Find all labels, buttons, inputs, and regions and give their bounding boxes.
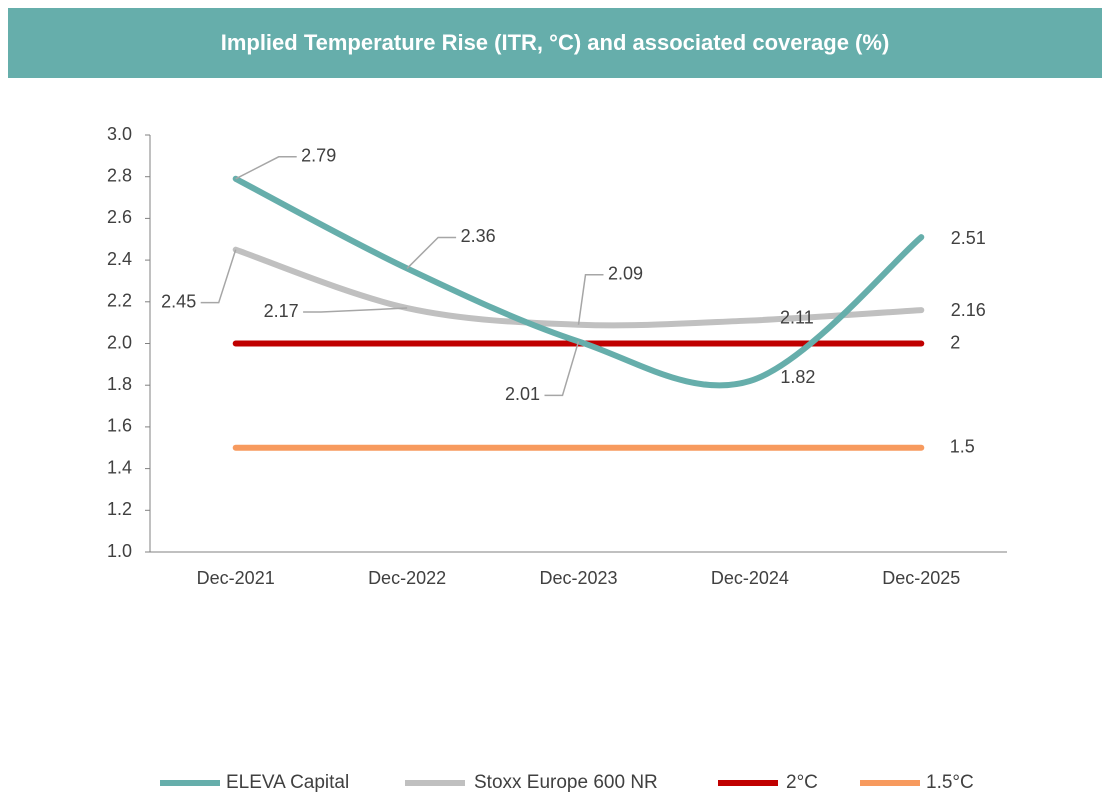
data-label: 2.79: [301, 146, 336, 166]
x-tick-label: Dec-2025: [882, 568, 960, 588]
leader-line: [303, 307, 408, 313]
title-band: [8, 8, 1102, 78]
y-tick-label: 1.2: [107, 499, 132, 519]
x-tick-label: Dec-2024: [711, 568, 789, 588]
leader-line: [235, 156, 297, 180]
y-tick-label: 2.8: [107, 165, 132, 185]
y-tick-label: 2.2: [107, 291, 132, 311]
data-label: 2.16: [951, 300, 986, 320]
leader-line: [200, 249, 237, 304]
leader-line: [577, 273, 604, 325]
leader-line: [406, 236, 457, 269]
x-tick-label: Dec-2021: [197, 568, 275, 588]
data-label: 1.82: [780, 367, 815, 387]
data-label: 2.17: [264, 301, 299, 321]
legend-label: Stoxx Europe 600 NR: [474, 772, 658, 793]
data-label: 1.5: [950, 437, 975, 457]
legend-label: ELEVA Capital: [226, 772, 349, 793]
y-tick-label: 2.4: [107, 249, 132, 269]
leader-line: [544, 341, 580, 397]
data-label: 2.51: [951, 228, 986, 248]
y-tick-label: 1.0: [107, 541, 132, 561]
series-line: [232, 246, 925, 329]
legend-label: 1.5°C: [926, 772, 974, 793]
series-line: [232, 175, 925, 389]
y-tick-label: 2.0: [107, 332, 132, 352]
legend-label: 2°C: [786, 772, 818, 793]
data-label: 2.36: [461, 226, 496, 246]
data-label: 2.09: [608, 263, 643, 283]
y-tick-label: 1.6: [107, 416, 132, 436]
x-tick-label: Dec-2022: [368, 568, 446, 588]
y-tick-label: 1.8: [107, 374, 132, 394]
data-label: 2.45: [161, 291, 196, 311]
data-label: 2.01: [505, 384, 540, 404]
y-tick-label: 3.0: [107, 124, 132, 144]
data-label: 2.11: [780, 307, 814, 327]
data-label: 2: [950, 332, 960, 352]
y-tick-label: 2.6: [107, 207, 132, 227]
chart-title: Implied Temperature Rise (ITR, °C) and a…: [221, 30, 890, 55]
x-tick-label: Dec-2023: [539, 568, 617, 588]
y-tick-label: 1.4: [107, 457, 132, 477]
